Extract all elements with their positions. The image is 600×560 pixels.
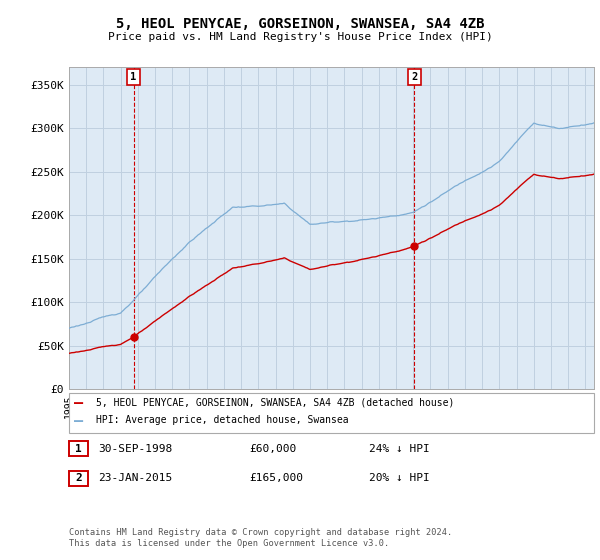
Text: 20% ↓ HPI: 20% ↓ HPI — [369, 473, 430, 483]
Text: 2: 2 — [412, 72, 418, 82]
Text: 5, HEOL PENYCAE, GORSEINON, SWANSEA, SA4 4ZB (detached house): 5, HEOL PENYCAE, GORSEINON, SWANSEA, SA4… — [96, 398, 454, 408]
Text: —: — — [74, 413, 83, 427]
Text: Price paid vs. HM Land Registry's House Price Index (HPI): Price paid vs. HM Land Registry's House … — [107, 32, 493, 43]
Text: Contains HM Land Registry data © Crown copyright and database right 2024.
This d: Contains HM Land Registry data © Crown c… — [69, 528, 452, 548]
Text: 1: 1 — [75, 444, 82, 454]
Text: 30-SEP-1998: 30-SEP-1998 — [98, 444, 172, 454]
Text: 2: 2 — [75, 473, 82, 483]
Text: HPI: Average price, detached house, Swansea: HPI: Average price, detached house, Swan… — [96, 415, 349, 425]
Text: £165,000: £165,000 — [249, 473, 303, 483]
Text: 5, HEOL PENYCAE, GORSEINON, SWANSEA, SA4 4ZB: 5, HEOL PENYCAE, GORSEINON, SWANSEA, SA4… — [116, 17, 484, 31]
Text: 24% ↓ HPI: 24% ↓ HPI — [369, 444, 430, 454]
Text: 23-JAN-2015: 23-JAN-2015 — [98, 473, 172, 483]
Text: £60,000: £60,000 — [249, 444, 296, 454]
Text: 1: 1 — [130, 72, 137, 82]
Text: —: — — [74, 395, 83, 410]
